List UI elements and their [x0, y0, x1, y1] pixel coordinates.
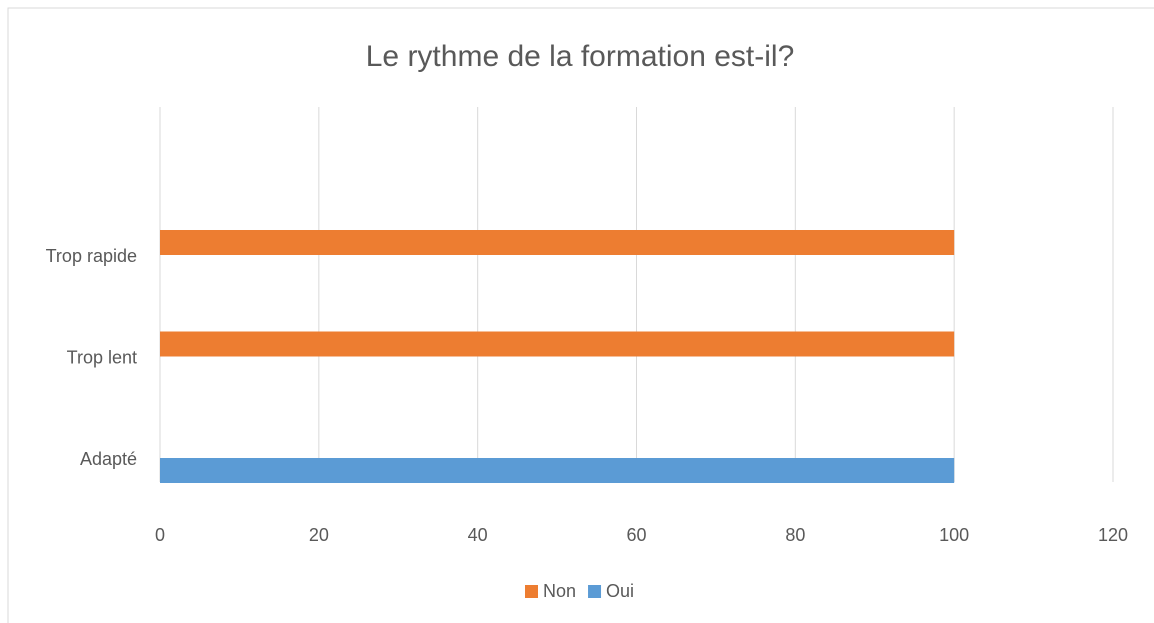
- chart-title: Le rythme de la formation est-il?: [366, 40, 795, 73]
- y-tick-label: Adapté: [80, 449, 137, 469]
- bar: [160, 331, 955, 357]
- x-tick-label: 20: [309, 525, 329, 545]
- bar: [160, 230, 955, 255]
- x-tick-label: 120: [1098, 525, 1128, 545]
- y-tick-label: Trop lent: [67, 347, 137, 367]
- chart-frame: [7, 7, 1154, 623]
- legend-label: Oui: [606, 581, 634, 601]
- legend-label: Non: [543, 581, 576, 601]
- x-tick-label: 0: [155, 525, 165, 545]
- x-tick-label: 40: [468, 525, 488, 545]
- x-tick-label: 80: [785, 525, 805, 545]
- x-tick-label: 100: [939, 525, 969, 545]
- y-tick-label: Trop rapide: [46, 246, 137, 266]
- legend-swatch: [525, 585, 538, 598]
- bar: [160, 458, 955, 483]
- x-tick-label: 60: [626, 525, 646, 545]
- legend-swatch: [588, 585, 602, 598]
